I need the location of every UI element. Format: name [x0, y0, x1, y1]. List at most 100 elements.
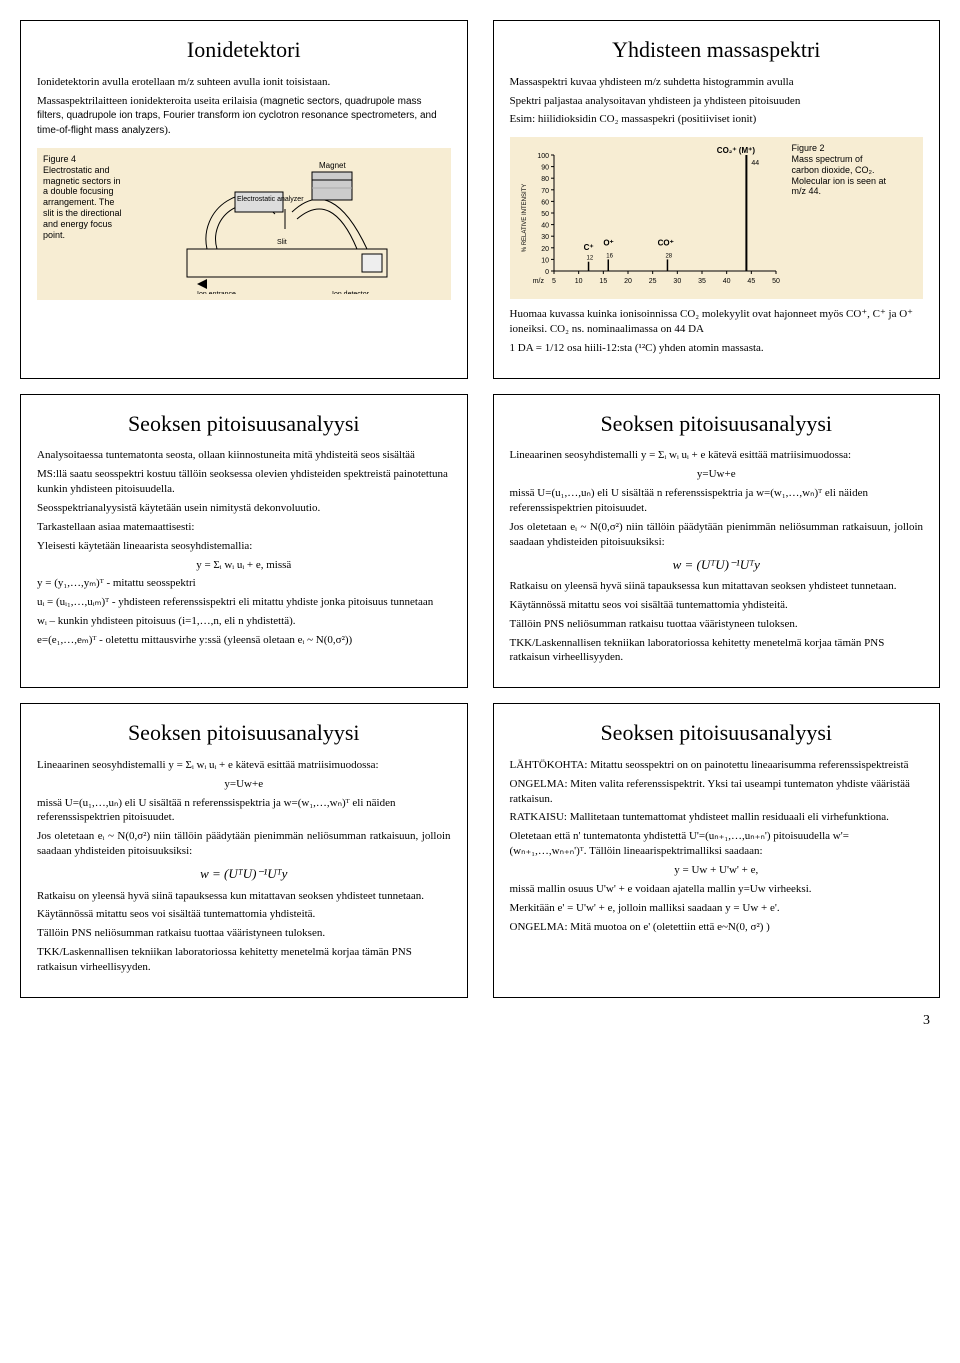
formula: y = Uw + U'w' + e,	[510, 863, 924, 878]
svg-text:50: 50	[541, 211, 549, 218]
svg-text:90: 90	[541, 165, 549, 172]
text-line: Seosspektrianalyysistä käytetään usein n…	[37, 501, 451, 516]
figure-diagram: Electrostatic analyzer Magnet Slit Ion e…	[129, 154, 445, 294]
svg-text:40: 40	[722, 278, 730, 285]
svg-text:70: 70	[541, 188, 549, 195]
text-line: Tarkastellaan asiaa matemaattisesti:	[37, 520, 451, 535]
panel-seoksen-1: Seoksen pitoisuusanalyysi Analysoitaessa…	[20, 394, 468, 689]
svg-text:28: 28	[665, 254, 672, 260]
text-line: Ratkaisu on yleensä hyvä siinä tapaukses…	[37, 889, 451, 904]
text-line: Esim: hiilidioksidin CO₂ massaspekri (po…	[510, 112, 924, 127]
text-line: Tällöin PNS neliösumman ratkaisu tuottaa…	[510, 617, 924, 632]
text-line: Lineaarinen seosyhdistemalli y = Σᵢ wᵢ u…	[37, 758, 451, 773]
svg-text:60: 60	[541, 200, 549, 207]
figure-caption: Figure 4 Electrostatic and magnetic sect…	[43, 154, 123, 294]
svg-text:10: 10	[574, 278, 582, 285]
text-line: LÄHTÖKOHTA: Mitattu seosspektri on on pa…	[510, 758, 924, 773]
panel-body: LÄHTÖKOHTA: Mitattu seosspektri on on pa…	[510, 758, 924, 934]
svg-text:CO⁺: CO⁺	[657, 239, 673, 248]
text-line: Käytännössä mitattu seos voi sisältää tu…	[510, 598, 924, 613]
text-line: missä U=(u₁,…,uₙ) eli U sisältää n refer…	[510, 486, 924, 516]
svg-text:45: 45	[747, 278, 755, 285]
formula: y=Uw+e	[37, 777, 451, 792]
text-line: Käytännössä mitattu seos voi sisältää tu…	[37, 907, 451, 922]
svg-text:5: 5	[552, 278, 556, 285]
svg-text:CO₂⁺ (M⁺): CO₂⁺ (M⁺)	[716, 146, 755, 155]
svg-text:40: 40	[541, 223, 549, 230]
panel-notes: Huomaa kuvassa kuinka ionisoinnissa CO₂ …	[510, 307, 924, 356]
svg-text:35: 35	[698, 278, 706, 285]
panel-body: Analysoitaessa tuntematonta seosta, olla…	[37, 448, 451, 647]
svg-text:Ion detector: Ion detector	[332, 291, 370, 294]
svg-text:16: 16	[606, 254, 613, 260]
text-line: Merkitään e' = U'w' + e, jolloin malliks…	[510, 901, 924, 916]
text-line: TKK/Laskennallisen tekniikan laboratorio…	[37, 945, 451, 975]
formula: w = (UᵀU)⁻¹Uᵀy	[37, 865, 451, 883]
text-line: ONGELMA: Miten valita referenssispektrit…	[510, 777, 924, 807]
formula: w = (UᵀU)⁻¹Uᵀy	[510, 556, 924, 574]
text-line: missä mallin osuus U'w' + e voidaan ajat…	[510, 882, 924, 897]
panel-yhdisteen: Yhdisteen massaspektri Massaspektri kuva…	[493, 20, 941, 379]
spectrometer-diagram-icon: Electrostatic analyzer Magnet Slit Ion e…	[157, 154, 417, 294]
svg-text:50: 50	[772, 278, 780, 285]
svg-text:Magnet: Magnet	[319, 161, 346, 170]
text-line: Lineaarinen seosyhdistemalli y = Σᵢ wᵢ u…	[510, 448, 924, 463]
text-line: Massaspektrilaitteen ionidekteroita usei…	[37, 94, 451, 139]
svg-text:30: 30	[541, 234, 549, 241]
panel-title: Seoksen pitoisuusanalyysi	[510, 718, 924, 748]
svg-text:15: 15	[599, 278, 607, 285]
text-line: uᵢ = (uᵢ₁,…,uᵢₘ)ᵀ - yhdisteen referenssi…	[37, 595, 451, 610]
svg-text:20: 20	[624, 278, 632, 285]
text-line: 1 DA = 1/12 osa hiili-12:sta (¹²C) yhden…	[510, 341, 924, 356]
svg-text:0: 0	[545, 269, 549, 276]
panel-body: Lineaarinen seosyhdistemalli y = Σᵢ wᵢ u…	[510, 448, 924, 665]
svg-text:Electrostatic analyzer: Electrostatic analyzer	[237, 196, 304, 203]
panel-title: Seoksen pitoisuusanalyysi	[510, 409, 924, 439]
text-line: TKK/Laskennallisen tekniikan laboratorio…	[510, 636, 924, 666]
figure-4: Figure 4 Electrostatic and magnetic sect…	[37, 148, 451, 300]
panel-seoksen-3: Seoksen pitoisuusanalyysi Lineaarinen se…	[20, 703, 468, 998]
text-line: Yleisesti käytetään lineaarista seosyhdi…	[37, 539, 451, 554]
text-line: Jos oletetaan eᵢ ~ N(0,σ²) niin tällöin …	[37, 829, 451, 859]
panel-title: Seoksen pitoisuusanalyysi	[37, 718, 451, 748]
text-line: Huomaa kuvassa kuinka ionisoinnissa CO₂ …	[510, 307, 924, 337]
panel-seoksen-2: Seoksen pitoisuusanalyysi Lineaarinen se…	[493, 394, 941, 689]
figure-2: 0 10 20 30 40 50 60 70 80 90 100 5 10 15 20 25 30 35 40 45 5…	[510, 137, 924, 299]
text-line: Analysoitaessa tuntematonta seosta, olla…	[37, 448, 451, 463]
text-line: Tällöin PNS neliösumman ratkaisu tuottaa…	[37, 926, 451, 941]
text-line: Jos oletetaan eᵢ ~ N(0,σ²) niin tällöin …	[510, 520, 924, 550]
page-number: 3	[20, 1013, 940, 1029]
svg-text:m/z: m/z	[532, 278, 544, 285]
svg-text:O⁺: O⁺	[603, 239, 613, 248]
svg-text:44: 44	[751, 160, 759, 167]
text-line: Massaspektri kuvaa yhdisteen m/z suhdett…	[510, 75, 924, 90]
text-line: e=(e₁,…,eₘ)ᵀ - oletettu mittausvirhe y:s…	[37, 633, 451, 648]
svg-text:80: 80	[541, 176, 549, 183]
panel-ionidetektori: Ionidetektori Ionidetektorin avulla erot…	[20, 20, 468, 379]
svg-text:C⁺: C⁺	[583, 243, 593, 252]
panel-body: Ionidetektorin avulla erotellaan m/z suh…	[37, 75, 451, 138]
text-line: ONGELMA: Mitä muotoa on e' (oletettiin e…	[510, 920, 924, 935]
svg-text:12: 12	[586, 256, 593, 262]
svg-text:10: 10	[541, 258, 549, 265]
text-line: RATKAISU: Mallitetaan tuntemattomat yhdi…	[510, 810, 924, 825]
svg-text:20: 20	[541, 246, 549, 253]
text-line: y = (y₁,…,yₘ)ᵀ - mitattu seosspektri	[37, 576, 451, 591]
text-line: Ionidetektorin avulla erotellaan m/z suh…	[37, 75, 451, 90]
panel-body: Lineaarinen seosyhdistemalli y = Σᵢ wᵢ u…	[37, 758, 451, 975]
svg-text:25: 25	[648, 278, 656, 285]
svg-text:% RELATIVE INTENSITY: % RELATIVE INTENSITY	[522, 184, 528, 253]
svg-text:Ion entrance: Ion entrance	[197, 291, 236, 294]
svg-text:30: 30	[673, 278, 681, 285]
text-line: Spektri paljastaa analysoitavan yhdistee…	[510, 94, 924, 109]
formula: y=Uw+e	[510, 467, 924, 482]
figure-caption: Figure 2 Mass spectrum of carbon dioxide…	[792, 143, 887, 197]
text-line: wᵢ – kunkin yhdisteen pitoisuus (i=1,…,n…	[37, 614, 451, 629]
panel-title: Seoksen pitoisuusanalyysi	[37, 409, 451, 439]
text-line: Ratkaisu on yleensä hyvä siinä tapaukses…	[510, 579, 924, 594]
panel-body: Massaspektri kuvaa yhdisteen m/z suhdett…	[510, 75, 924, 128]
svg-text:100: 100	[537, 153, 549, 160]
formula: y = Σᵢ wᵢ uᵢ + e, missä	[37, 558, 451, 573]
svg-text:Slit: Slit	[277, 239, 287, 246]
text-line: missä U=(u₁,…,uₙ) eli U sisältää n refer…	[37, 796, 451, 826]
